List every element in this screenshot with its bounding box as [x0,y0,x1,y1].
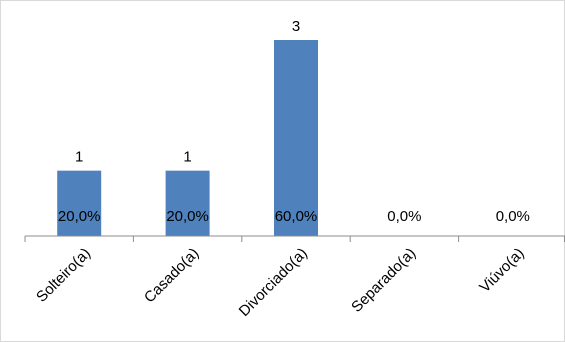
x-tick-label-4: Separado(a) [348,245,419,316]
bar-2 [165,170,210,236]
percent-label-3: 60,0% [275,208,318,225]
percent-label-4: 0,0% [387,208,421,225]
x-axis-tick-labels: Solteiro(a) Casado(a) Divorciado(a) Separad… [33,245,528,320]
x-axis-ticks [24,236,565,242]
percent-label-2: 20,0% [166,208,209,225]
x-tick-label-1: Solteiro(a) [33,245,94,306]
x-tick-label-5: Viúvo(a) [476,245,527,296]
value-labels-group: 1 1 3 [75,18,300,166]
value-label-2: 1 [183,149,191,166]
value-label-3: 3 [292,18,300,35]
percent-label-1: 20,0% [58,208,101,225]
x-tick-label-3: Divorciado(a) [236,245,311,320]
bars-group [57,40,318,236]
percent-labels-group: 20,0% 20,0% 60,0% 0,0% 0,0% [58,208,530,225]
bar-1 [57,170,102,236]
x-tick-label-2: Casado(a) [141,245,203,307]
percent-label-5: 0,0% [496,208,530,225]
value-label-1: 1 [75,149,83,166]
bar-3 [274,40,318,236]
